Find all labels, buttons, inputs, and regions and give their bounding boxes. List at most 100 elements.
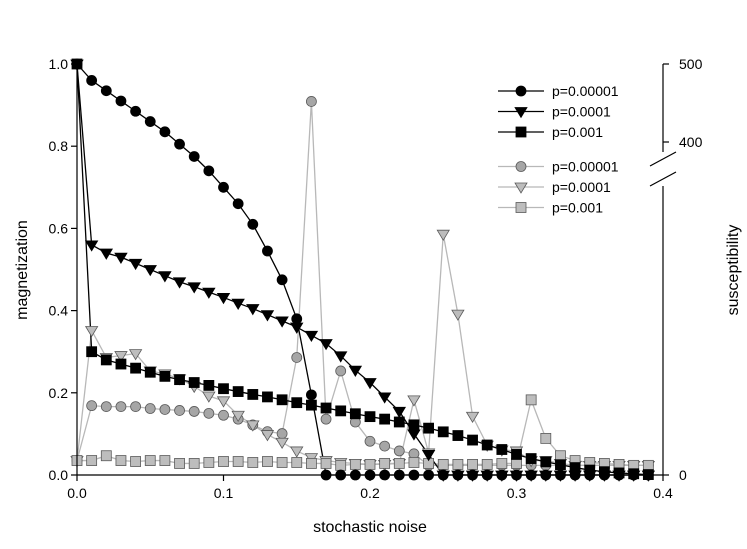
data-point-left-square (525, 453, 537, 464)
data-point-left-triangle-down (553, 470, 568, 482)
data-point-left-square (452, 430, 464, 441)
legend-label: p=0.0001 (552, 104, 611, 120)
data-point-right-circle (335, 365, 347, 377)
data-point-left-circle (86, 75, 98, 86)
data-point-left-square (188, 377, 200, 388)
data-point-left-circle (174, 138, 185, 150)
data-point-left-square (174, 374, 185, 386)
data-point-left-triangle-down (246, 304, 260, 316)
data-point-left-triangle-down (495, 470, 509, 482)
data-point-left-triangle-down (99, 248, 114, 260)
data-point-left-triangle-down (143, 265, 157, 277)
data-point-left-circle (305, 389, 317, 401)
data-point-right-circle (130, 401, 142, 413)
data-point-left-triangle-down (524, 470, 538, 482)
data-point-left-triangle-down (333, 351, 348, 363)
data-point-left-triangle-down (304, 330, 319, 343)
data-point-left-circle (262, 245, 273, 257)
data-point-right-triangle-down (84, 326, 99, 338)
data-point-left-triangle-down (275, 316, 289, 328)
legend: p=0.00001 p=0.0001 p=0.001 p=0.00001 p=0.000… (498, 83, 619, 216)
data-point-right-square (203, 457, 215, 468)
data-point-left-triangle-down (84, 240, 99, 252)
data-point-left-square (349, 408, 361, 420)
data-point-left-triangle-down (421, 450, 436, 462)
axis-break-mark-lower (649, 171, 677, 187)
y-tick-label: 0.0 (49, 467, 69, 483)
data-point-left-triangle-down (231, 298, 245, 310)
data-point-right-square (525, 394, 537, 406)
data-point-right-square (144, 455, 156, 466)
x-tick-label: 0.3 (507, 485, 527, 501)
data-point-left-triangle-down (187, 282, 201, 294)
x-ticks: 0.0 0.1 0.2 0.3 0.4 (67, 475, 673, 501)
data-point-left-square (599, 466, 610, 478)
data-point-right-circle (379, 440, 391, 452)
series-line-right-square (77, 397, 649, 467)
x-tick-label: 0.0 (67, 485, 87, 501)
data-point-right-triangle-down (114, 351, 128, 363)
data-point-right-triangle-down (128, 349, 143, 361)
data-point-left-square (628, 468, 640, 480)
data-point-left-square (467, 434, 478, 446)
data-point-left-square (379, 413, 391, 425)
data-point-left-square (555, 459, 566, 471)
data-point-right-square (642, 459, 654, 471)
data-point-left-square (262, 391, 273, 403)
data-point-right-square (276, 457, 288, 468)
data-point-left-square (393, 416, 405, 428)
data-point-left-circle (276, 274, 288, 286)
data-point-left-triangle-down (202, 287, 216, 299)
data-point-left-triangle-down (407, 429, 421, 441)
data-point-right-square (174, 458, 185, 469)
data-point-left-triangle-down (172, 277, 187, 289)
legend-label: p=0.00001 (552, 159, 619, 175)
data-point-left-square (100, 354, 112, 366)
data-point-left-square (540, 456, 552, 468)
data-point-right-square (232, 456, 244, 467)
data-point-right-circle (100, 401, 112, 413)
y-right-tick-label: 400 (679, 134, 703, 150)
y-right-tick-label: 0 (679, 467, 687, 483)
series-line-left-square (76, 63, 649, 476)
data-point-right-circle (174, 405, 185, 416)
data-point-right-circle (159, 404, 171, 415)
data-point-right-square (437, 459, 449, 470)
data-point-right-square (467, 459, 478, 470)
data-point-left-triangle-down (377, 392, 392, 404)
series-line-right-circle (76, 101, 649, 467)
data-point-left-circle (115, 95, 127, 107)
data-point-right-square (511, 458, 522, 469)
legend-label: p=0.001 (552, 200, 603, 216)
data-point-left-square (144, 366, 156, 378)
data-point-right-square (320, 458, 332, 469)
data-point-right-circle (188, 406, 200, 417)
data-point-right-triangle-down (436, 229, 450, 241)
y-tick-label: 0.8 (49, 138, 69, 154)
data-point-right-triangle-down (275, 437, 289, 450)
data-point-right-square (115, 455, 127, 466)
data-point-left-square (320, 402, 332, 414)
data-point-left-square (496, 444, 508, 455)
data-point-left-square (232, 386, 244, 397)
data-point-left-square (291, 397, 303, 409)
y-ticks-right: 0 400 500 (663, 56, 703, 483)
data-point-left-triangle-down (290, 322, 304, 334)
data-point-left-square (335, 405, 347, 417)
data-point-right-circle (218, 409, 229, 421)
data-point-left-square (408, 419, 420, 431)
y-tick-label: 0.4 (49, 303, 69, 319)
data-point-left-triangle-down (114, 252, 128, 264)
data-point-left-square (203, 380, 215, 391)
data-point-right-triangle-down (231, 410, 245, 423)
data-point-right-circle (203, 407, 215, 419)
y-ticks-left: 0.0 0.2 0.4 0.6 0.8 1.0 (49, 56, 77, 483)
series-markers (70, 58, 656, 482)
data-point-right-square (188, 458, 200, 469)
data-point-right-triangle-down (451, 309, 465, 321)
legend-marker-triangle-down (514, 107, 528, 119)
data-point-left-triangle-down (319, 339, 333, 351)
data-point-left-square (247, 389, 259, 400)
y-axis-label-left: magnetization (14, 220, 31, 320)
